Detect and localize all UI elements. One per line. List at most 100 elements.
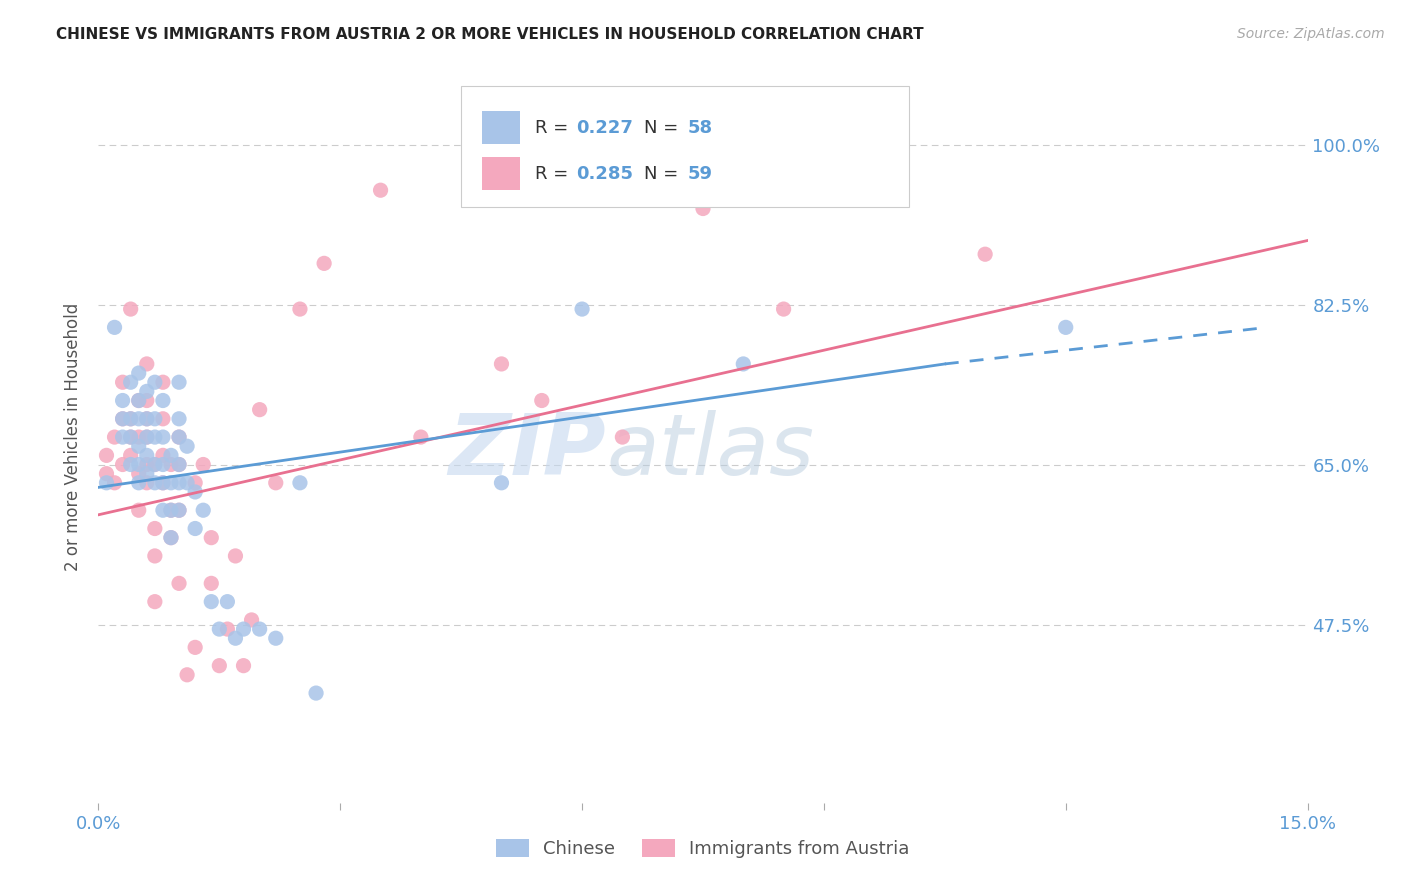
Point xyxy=(135,412,157,426)
Point xyxy=(128,458,150,472)
Point xyxy=(135,430,157,444)
Point xyxy=(249,622,271,636)
Point xyxy=(152,393,174,408)
Point xyxy=(224,549,246,563)
Point xyxy=(612,430,634,444)
Point xyxy=(160,531,183,545)
Point xyxy=(135,412,157,426)
Point xyxy=(128,393,150,408)
Point xyxy=(264,632,287,646)
Point xyxy=(111,393,134,408)
Point xyxy=(530,393,553,408)
Point xyxy=(143,594,166,608)
Point xyxy=(232,622,254,636)
Point xyxy=(143,458,166,472)
Point xyxy=(143,549,166,563)
Point xyxy=(152,412,174,426)
Point xyxy=(167,576,190,591)
Point xyxy=(167,412,190,426)
Point xyxy=(200,576,222,591)
Point xyxy=(143,521,166,535)
Text: 0.285: 0.285 xyxy=(576,165,633,183)
Text: Source: ZipAtlas.com: Source: ZipAtlas.com xyxy=(1237,27,1385,41)
Point xyxy=(974,247,997,261)
Point xyxy=(135,448,157,462)
Point xyxy=(120,301,142,317)
Point xyxy=(288,475,311,490)
Point xyxy=(167,458,190,472)
Point xyxy=(128,439,150,453)
Point xyxy=(160,531,183,545)
Point xyxy=(208,658,231,673)
Point xyxy=(184,485,207,500)
Text: 58: 58 xyxy=(688,119,713,136)
Point xyxy=(692,202,714,216)
Point xyxy=(111,430,134,444)
Point xyxy=(160,475,183,490)
Point xyxy=(128,366,150,380)
Point xyxy=(772,301,794,317)
Point xyxy=(111,376,134,390)
Text: R =: R = xyxy=(534,119,574,136)
Point xyxy=(176,667,198,681)
Point xyxy=(193,458,215,472)
Point xyxy=(152,503,174,517)
Point xyxy=(240,613,263,627)
Point xyxy=(288,301,311,317)
Point xyxy=(128,412,150,426)
Point xyxy=(152,458,174,472)
Point xyxy=(370,183,392,197)
Point xyxy=(103,430,125,444)
FancyBboxPatch shape xyxy=(482,112,520,145)
Point xyxy=(128,503,150,517)
Point xyxy=(135,384,157,399)
Point xyxy=(167,376,190,390)
Point xyxy=(120,430,142,444)
Point xyxy=(120,412,142,426)
Point xyxy=(152,475,174,490)
Point xyxy=(128,393,150,408)
Point xyxy=(167,475,190,490)
Y-axis label: 2 or more Vehicles in Household: 2 or more Vehicles in Household xyxy=(65,303,83,571)
Point xyxy=(409,430,432,444)
Point xyxy=(135,475,157,490)
Point xyxy=(571,301,593,317)
Point xyxy=(103,475,125,490)
FancyBboxPatch shape xyxy=(482,157,520,190)
Point xyxy=(200,531,222,545)
Point xyxy=(120,458,142,472)
FancyBboxPatch shape xyxy=(461,86,908,207)
Point xyxy=(160,448,183,462)
Point xyxy=(167,430,190,444)
Text: 0.227: 0.227 xyxy=(576,119,633,136)
Point xyxy=(1054,320,1077,334)
Legend: Chinese, Immigrants from Austria: Chinese, Immigrants from Austria xyxy=(488,830,918,867)
Point xyxy=(111,458,134,472)
Point xyxy=(143,475,166,490)
Point xyxy=(143,376,166,390)
Point xyxy=(167,458,190,472)
Text: atlas: atlas xyxy=(606,410,814,493)
Point xyxy=(111,412,134,426)
Point xyxy=(120,430,142,444)
Point xyxy=(96,467,118,481)
Point xyxy=(103,320,125,334)
Point xyxy=(160,503,183,517)
Text: ZIP: ZIP xyxy=(449,410,606,493)
Text: 59: 59 xyxy=(688,165,713,183)
Point xyxy=(135,357,157,371)
Point xyxy=(200,594,222,608)
Point xyxy=(184,475,207,490)
Point xyxy=(208,622,231,636)
Text: CHINESE VS IMMIGRANTS FROM AUSTRIA 2 OR MORE VEHICLES IN HOUSEHOLD CORRELATION C: CHINESE VS IMMIGRANTS FROM AUSTRIA 2 OR … xyxy=(56,27,924,42)
Point xyxy=(96,475,118,490)
Point xyxy=(128,430,150,444)
Point xyxy=(111,412,134,426)
Point xyxy=(184,521,207,535)
Point xyxy=(167,503,190,517)
Point xyxy=(135,393,157,408)
Point xyxy=(176,475,198,490)
Point xyxy=(152,475,174,490)
Point xyxy=(217,622,239,636)
Point xyxy=(120,448,142,462)
